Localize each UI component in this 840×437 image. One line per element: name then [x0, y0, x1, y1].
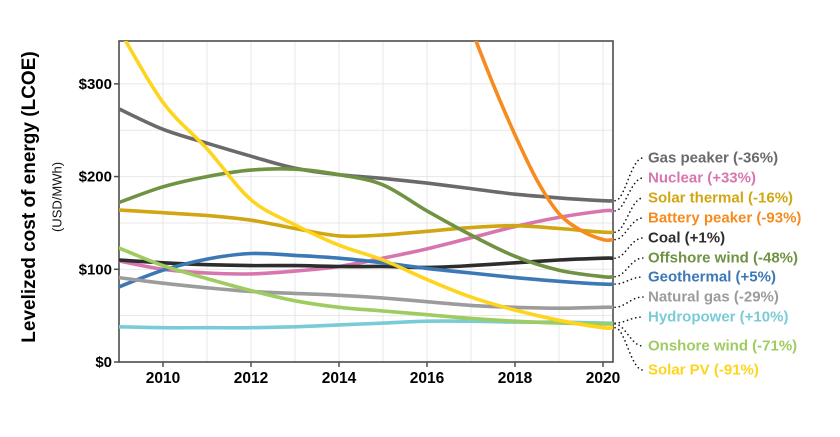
x-tick-label-2012: 2012 [234, 370, 268, 387]
series-line-onshore-wind [119, 246, 613, 326]
x-tick-label-2010: 2010 [146, 370, 180, 387]
y-tick-label-100: $100 [79, 261, 112, 278]
legend-label-onshore-wind: Onshore wind (-71%) [648, 337, 798, 355]
series-line-natural-gas [119, 275, 613, 310]
y-tick-label-300: $300 [79, 76, 112, 93]
leader-offshore-wind [614, 257, 644, 278]
leader-natural-gas [614, 296, 644, 309]
series-line-solar-pv [123, 41, 613, 331]
x-tick-label-2016: 2016 [410, 370, 445, 387]
leader-onshore-wind [614, 323, 644, 347]
series-line-geothermal [119, 251, 613, 289]
legend-leader-lines [614, 157, 644, 371]
leader-coal [614, 237, 644, 259]
leader-gas-peaker [614, 157, 644, 202]
x-tick-label-2018: 2018 [498, 370, 533, 387]
legend-label-battery-peaker: Battery peaker (-93%) [648, 209, 802, 227]
leader-hydropower [614, 316, 644, 324]
legend-label-nuclear: Nuclear (+33%) [648, 169, 756, 187]
leader-battery-peaker [614, 217, 644, 241]
series-line-offshore-wind [119, 167, 613, 279]
leader-geothermal [614, 276, 644, 285]
axis-ticks: $0 $100 $200 $300 2010 2012 2014 2016 2018 2020 [79, 76, 621, 387]
legend-label-gas-peaker: Gas peaker (-36%) [648, 149, 779, 167]
series-lines [119, 41, 613, 331]
leader-solar-thermal [614, 197, 644, 233]
x-tick-label-2014: 2014 [322, 370, 357, 387]
legend-label-offshore-wind: Offshore wind (-48%) [648, 249, 799, 267]
leader-nuclear [614, 177, 644, 212]
series-line-coal [119, 256, 613, 270]
series-line-battery-peaker [474, 41, 613, 243]
series-line-solar-thermal [119, 208, 613, 239]
legend-label-solar-pv: Solar PV (-91%) [648, 361, 759, 379]
x-tick-label-2020: 2020 [586, 370, 620, 387]
leader-solar-pv [614, 326, 644, 371]
y-tick-label-0: $0 [95, 354, 112, 371]
y-tick-label-200: $200 [79, 169, 112, 186]
plot-frame [118, 40, 614, 363]
series-line-gas-peaker [119, 107, 613, 203]
legend-label-solar-thermal: Solar thermal (-16%) [648, 189, 794, 207]
legend-label-natural-gas: Natural gas (-29%) [648, 288, 779, 306]
legend-label-hydropower: Hydropower (+10%) [648, 308, 789, 326]
legend-label-geothermal: Geothermal (+5%) [648, 268, 776, 286]
gridlines [119, 41, 613, 362]
legend-label-coal: Coal (+1%) [648, 229, 726, 247]
